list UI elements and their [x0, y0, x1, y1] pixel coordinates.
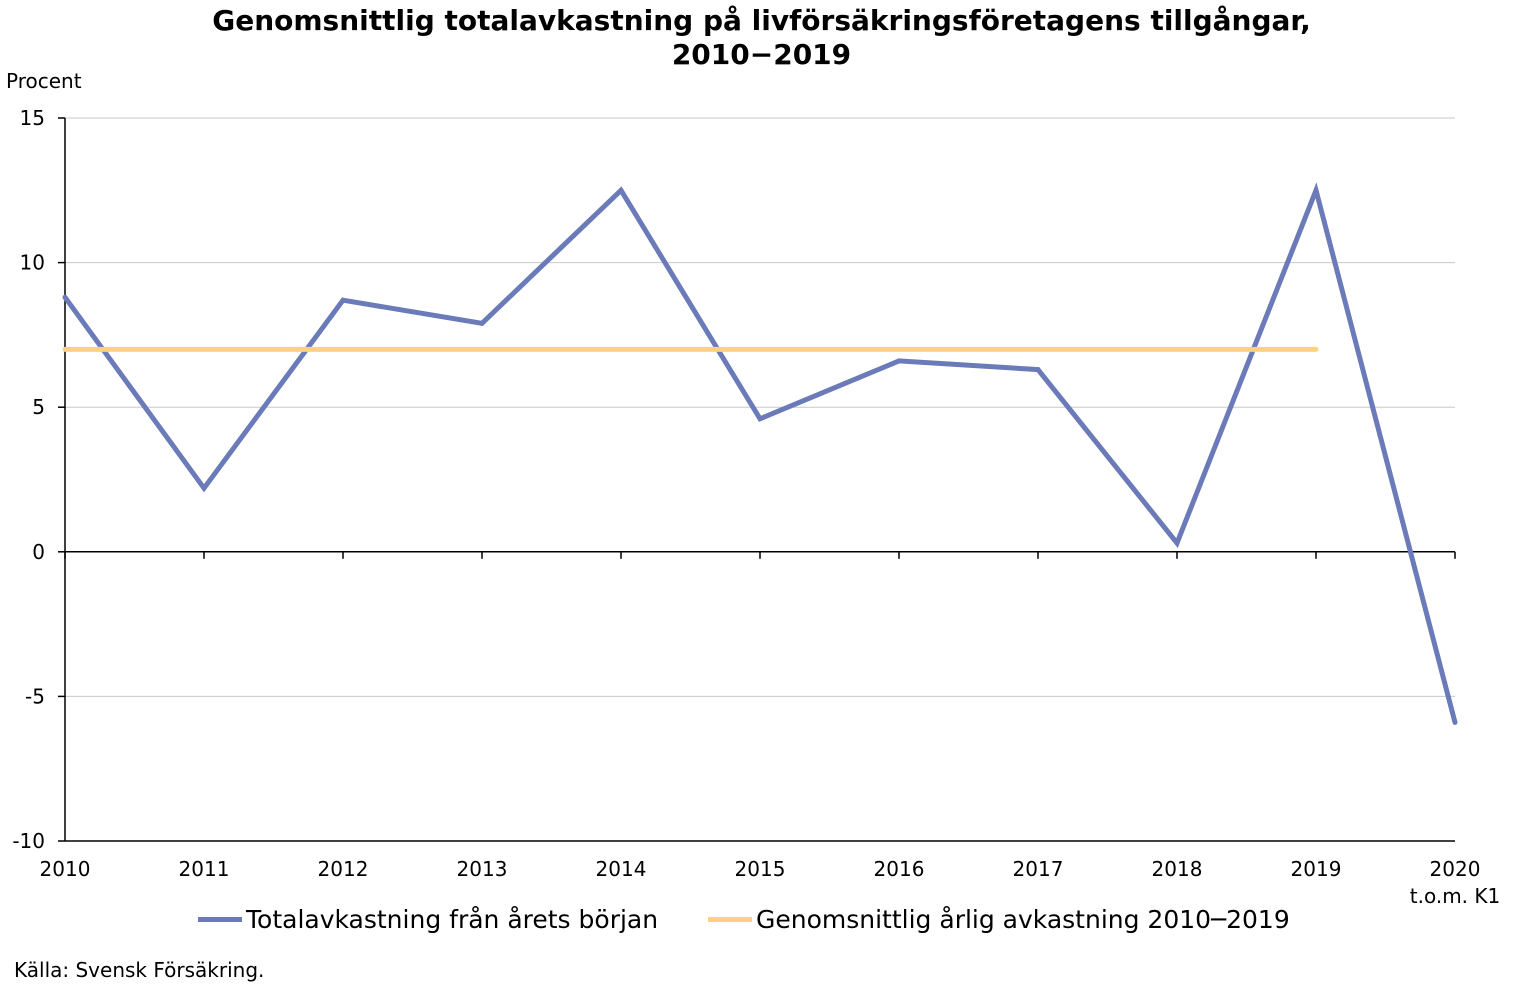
x-tick-label-4: 2014 — [596, 857, 647, 881]
data-point-s2-2019 — [1313, 346, 1319, 352]
data-point-s2-2018 — [1174, 346, 1180, 352]
data-point-s1-2018 — [1174, 540, 1180, 546]
data-point-s2-2011 — [201, 346, 207, 352]
chart-title-line-2: 2010−2019 — [671, 38, 852, 71]
data-point-s1-2020 — [1452, 719, 1458, 725]
x-tick-label-3: 2013 — [457, 857, 508, 881]
data-point-s1-2019 — [1313, 187, 1319, 193]
x-tick-label-9: 2019 — [1291, 857, 1342, 881]
data-point-s1-2011 — [201, 485, 207, 491]
legend-label-series-1: Totalavkastning från årets början — [246, 905, 659, 934]
x-tick-label-0: 2010 — [40, 857, 91, 881]
source-note: Källa: Svensk Försäkring. — [14, 958, 265, 982]
chart-title: Genomsnittlig totalavkastning på livförs… — [0, 4, 1523, 72]
data-point-s1-2013 — [479, 320, 485, 326]
x-tick-sublabel-10: t.o.m. K1 — [1410, 884, 1500, 908]
x-tick-label-5: 2015 — [735, 857, 786, 881]
chart-title-line-1: Genomsnittlig totalavkastning på livförs… — [212, 4, 1311, 37]
data-point-s1-2010 — [62, 294, 68, 300]
legend-item-series-2: Genomsnittlig årlig avkastning 2010─2019 — [708, 905, 1290, 934]
data-point-s2-2014 — [618, 346, 624, 352]
x-tick-label-1: 2011 — [179, 857, 230, 881]
data-point-s2-2012 — [340, 346, 346, 352]
data-point-s1-2017 — [1035, 367, 1041, 373]
series-line-1 — [62, 182, 1458, 724]
data-point-s2-2017 — [1035, 346, 1041, 352]
data-point-s2-2015 — [757, 346, 763, 352]
y-tick-label-1: -5 — [25, 684, 45, 708]
x-tick-label-10: 2020 — [1430, 857, 1481, 881]
data-point-s2-2010 — [62, 346, 68, 352]
y-tick-label-4: 10 — [20, 251, 45, 275]
y-tick-label-5: 15 — [20, 106, 45, 130]
x-tick-label-8: 2018 — [1152, 857, 1203, 881]
y-axis-label: Procent — [6, 69, 82, 93]
data-point-s1-2015 — [757, 416, 763, 422]
data-point-s2-2016 — [896, 346, 902, 352]
y-tick-label-3: 5 — [32, 395, 45, 419]
x-tick-label-2: 2012 — [318, 857, 369, 881]
x-tick-label-7: 2017 — [1013, 857, 1064, 881]
x-tick-label-6: 2016 — [874, 857, 925, 881]
y-tick-label-2: 0 — [32, 540, 45, 564]
data-point-s1-2014 — [618, 187, 624, 193]
legend-item-series-1: Totalavkastning från årets början — [198, 905, 658, 934]
y-tick-label-0: -10 — [12, 829, 45, 853]
data-point-s1-2012 — [340, 297, 346, 303]
legend-swatch-series-1 — [198, 917, 242, 922]
data-point-s1-2016 — [896, 358, 902, 364]
legend-label-series-2: Genomsnittlig årlig avkastning 2010─2019 — [756, 905, 1290, 934]
legend-swatch-series-2 — [708, 917, 752, 922]
data-point-s2-2013 — [479, 346, 485, 352]
